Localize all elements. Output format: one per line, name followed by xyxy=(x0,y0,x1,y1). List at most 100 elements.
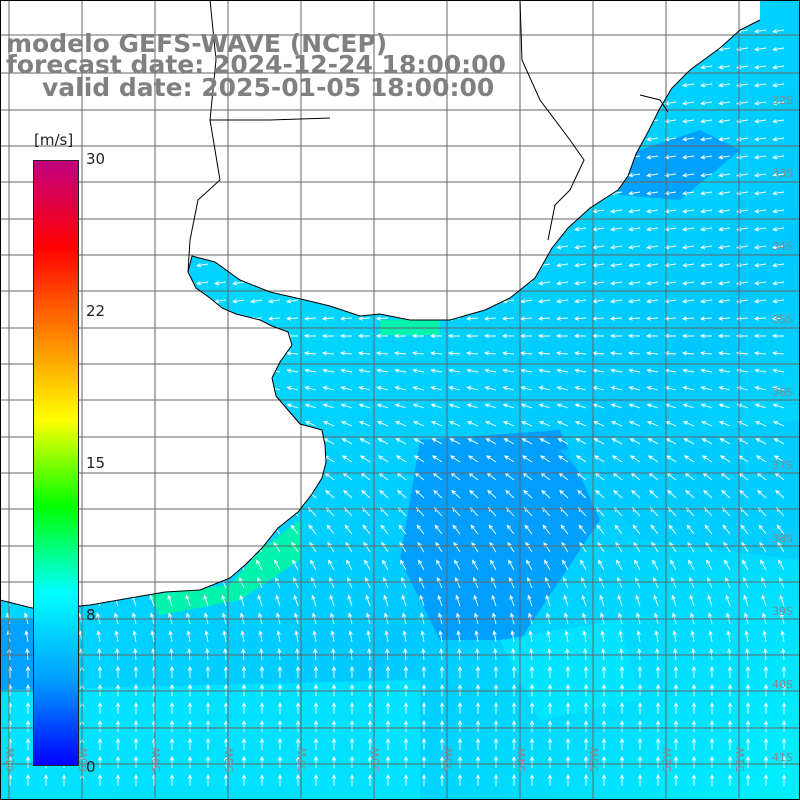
wind-arrow xyxy=(169,773,175,786)
wind-arrow xyxy=(609,316,623,321)
wind-arrow xyxy=(652,559,659,571)
wind-arrow xyxy=(277,719,283,732)
wind-arrow xyxy=(708,630,713,643)
wind-arrow xyxy=(538,281,551,286)
wind-arrow xyxy=(636,630,641,643)
colorbar-tick: 0 xyxy=(86,758,96,776)
wind-arrow xyxy=(529,755,535,768)
wind-arrow xyxy=(493,755,499,768)
wind-arrow xyxy=(439,773,445,786)
wind-arrow xyxy=(664,263,677,268)
wind-arrow xyxy=(475,665,481,679)
wind-arrow xyxy=(754,29,767,34)
wind-arrow xyxy=(285,316,299,321)
wind-arrow xyxy=(421,719,427,732)
wind-arrow xyxy=(457,755,463,768)
wind-arrow xyxy=(526,559,533,571)
wind-arrow xyxy=(758,524,767,535)
wind-arrow xyxy=(367,701,373,714)
wind-arrow xyxy=(646,173,659,178)
land-area xyxy=(0,0,760,610)
wind-arrow xyxy=(718,83,731,88)
wind-arrow xyxy=(655,665,661,679)
wind-arrow xyxy=(97,701,103,714)
wind-arrow xyxy=(547,701,553,714)
land-area xyxy=(700,0,760,40)
wind-arrow xyxy=(429,333,443,339)
wind-arrow xyxy=(241,665,247,679)
wind-arrow xyxy=(25,701,31,714)
wind-arrow xyxy=(347,594,353,607)
wind-arrow xyxy=(25,737,31,750)
wind-arrow xyxy=(115,755,121,768)
wind-arrow xyxy=(268,299,281,304)
wind-arrow xyxy=(492,630,497,643)
wind-arrow xyxy=(633,541,641,553)
model-title: modelo GEFS-WAVE (NCEP) xyxy=(6,29,388,58)
wind-arrow xyxy=(511,665,517,679)
wind-arrow xyxy=(295,701,301,714)
wind-arrow xyxy=(574,420,587,427)
wind-arrow xyxy=(629,455,641,463)
wind-arrow xyxy=(700,227,713,232)
wind-arrow xyxy=(133,755,139,768)
wind-arrow xyxy=(381,541,389,553)
wind-arrow xyxy=(304,368,317,373)
wind-arrow xyxy=(133,719,139,732)
wind-arrow xyxy=(489,541,497,553)
wind-arrow xyxy=(24,630,29,643)
border-line xyxy=(210,117,331,121)
wind-arrow xyxy=(691,701,697,714)
wind-arrow xyxy=(754,386,767,391)
wind-arrow xyxy=(398,524,407,535)
wind-arrow xyxy=(447,333,461,339)
wind-arrow xyxy=(673,719,679,732)
wind-arrow xyxy=(645,351,659,356)
wind-arrow xyxy=(687,541,695,553)
wind-arrow xyxy=(376,403,389,409)
wind-arrow xyxy=(340,368,353,373)
wind-arrow xyxy=(700,155,713,160)
wind-arrow xyxy=(241,755,247,768)
wind-arrow xyxy=(295,773,301,786)
wind-arrow xyxy=(772,137,785,142)
wind-arrow xyxy=(385,665,391,679)
wind-arrow xyxy=(647,455,659,463)
wind-arrow xyxy=(519,316,533,321)
wind-arrow xyxy=(421,755,427,768)
wind-arrow xyxy=(259,701,265,714)
wind-arrow xyxy=(322,403,335,409)
wind-arrow xyxy=(776,524,785,535)
wind-arrow xyxy=(313,665,319,679)
wind-arrow xyxy=(578,524,587,535)
lon-label: 60W xyxy=(77,747,90,772)
lat-label: 35S xyxy=(772,313,793,326)
wind-arrow xyxy=(565,737,571,750)
wind-arrow xyxy=(256,559,263,571)
wind-arrow xyxy=(521,438,533,445)
wind-arrow xyxy=(273,541,281,553)
wind-arrow xyxy=(449,455,461,463)
lat-label: 39S xyxy=(772,605,793,618)
wind-arrow xyxy=(781,701,787,714)
wind-arrow xyxy=(637,773,643,786)
wind-arrow xyxy=(773,438,785,445)
wind-arrow xyxy=(556,245,569,250)
wind-arrow xyxy=(525,541,533,553)
wind-arrow xyxy=(654,630,659,643)
wind-arrow xyxy=(645,316,659,321)
wind-arrow xyxy=(439,737,445,750)
wind-arrow xyxy=(363,541,371,553)
wind-arrow xyxy=(754,245,767,250)
wind-arrow xyxy=(700,173,713,178)
wind-arrow xyxy=(295,719,301,732)
wind-arrow xyxy=(742,576,749,589)
wind-arrow xyxy=(718,119,731,124)
wind-arrow xyxy=(268,368,281,373)
wind-arrow xyxy=(223,737,229,750)
wind-arrow xyxy=(583,737,589,750)
wind-arrow xyxy=(485,438,497,445)
wind-arrow xyxy=(255,541,263,553)
wind-arrow xyxy=(259,755,265,768)
wind-arrow xyxy=(574,368,587,373)
